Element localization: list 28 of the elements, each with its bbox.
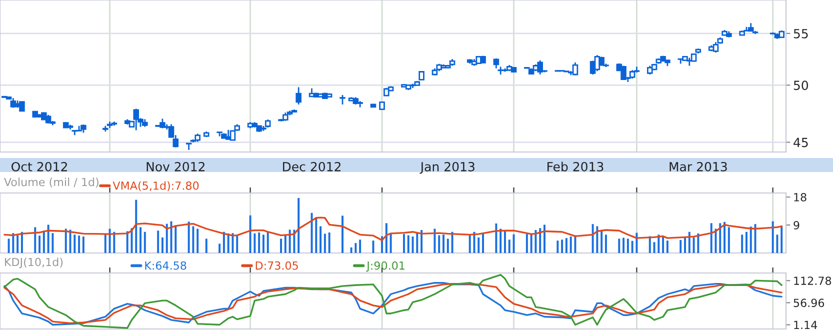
candlestick xyxy=(296,86,302,106)
y-tick-label: 45 xyxy=(794,138,808,148)
candlestick xyxy=(712,41,719,54)
y-tick-label: 50 xyxy=(794,80,808,90)
candlestick xyxy=(133,108,140,131)
y-tick-label: 9 xyxy=(794,220,800,230)
text: VMA(5,1d):7.80 xyxy=(112,181,199,192)
candlestick xyxy=(498,66,504,76)
x-tick-label: Jan 2013 xyxy=(420,162,474,174)
legend-label: K:64.58 xyxy=(145,261,186,270)
y-tick-label: 18 xyxy=(794,193,806,202)
x-tick-label: Mar 2013 xyxy=(670,162,727,172)
x-tick-label: Nov 2012 xyxy=(146,162,204,172)
x-tick-label: Oct 2012 xyxy=(12,162,67,172)
chart-title: Volume (mil / 1d) xyxy=(4,178,98,188)
y-tick-label: 55 xyxy=(794,29,808,38)
y-tick-label: 56.96 xyxy=(794,298,824,308)
legend-label: D:73.05 xyxy=(256,261,298,270)
line-series xyxy=(4,274,782,329)
line-series xyxy=(4,216,782,242)
candlestick xyxy=(340,94,346,106)
candlestick xyxy=(572,62,578,76)
y-tick-label: 112.78 xyxy=(794,276,832,285)
x-tick-label: Dec 2012 xyxy=(283,162,340,172)
legend-label: J:90.01 xyxy=(366,261,404,272)
x-tick-label: Feb 2013 xyxy=(548,162,604,172)
y-tick-label: 1.14 xyxy=(794,320,818,330)
chart-title: KDJ(10,1d) xyxy=(5,258,63,268)
